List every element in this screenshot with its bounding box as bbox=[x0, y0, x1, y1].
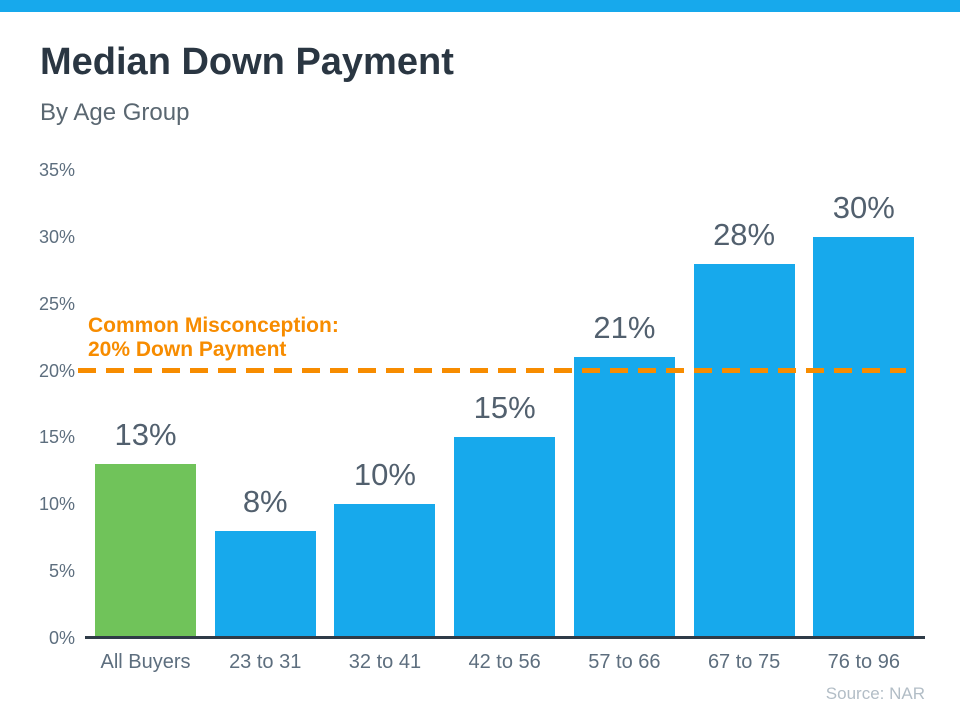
annotation-line-2: 20% Down Payment bbox=[88, 338, 287, 361]
bar-32-to-41 bbox=[334, 504, 436, 638]
reference-line-annotation: Common Misconception: 20% Down Payment bbox=[88, 314, 339, 362]
y-axis-tick-label: 5% bbox=[48, 561, 75, 582]
y-axis-tick-label: 10% bbox=[38, 494, 75, 515]
top-accent-bar bbox=[0, 0, 960, 12]
x-axis-category-label: 67 to 75 bbox=[707, 651, 781, 673]
bar-76-to-96 bbox=[813, 236, 915, 638]
bar-value-label: 21% bbox=[593, 310, 656, 346]
y-axis-tick-label: 15% bbox=[38, 427, 75, 448]
y-axis-tick-label: 0% bbox=[48, 628, 75, 648]
x-axis-category-label: 23 to 31 bbox=[229, 651, 302, 673]
bar-value-label: 10% bbox=[353, 457, 416, 493]
page-title: Median Down Payment bbox=[40, 41, 454, 83]
x-axis-category-label: All Buyers bbox=[100, 651, 191, 673]
y-axis-tick-label: 25% bbox=[38, 293, 75, 314]
bar-value-label: 13% bbox=[114, 417, 177, 453]
bar-value-label: 15% bbox=[473, 390, 536, 426]
bar-23-to-31 bbox=[214, 531, 316, 638]
bar-all-buyers bbox=[95, 464, 196, 638]
page-subtitle: By Age Group bbox=[40, 99, 190, 126]
bar-67-to-75 bbox=[693, 263, 795, 638]
y-axis-tick-label: 35% bbox=[38, 160, 75, 180]
reference-dashed-line bbox=[78, 368, 906, 374]
x-axis-category-label: 42 to 56 bbox=[468, 651, 541, 673]
bar-57-to-66 bbox=[573, 357, 675, 638]
bar-42-to-56 bbox=[454, 437, 556, 638]
y-axis-tick-label: 30% bbox=[38, 226, 75, 247]
x-axis-line bbox=[85, 636, 925, 639]
x-axis-category-label: 32 to 41 bbox=[348, 651, 422, 673]
source-credit: Source: NAR bbox=[825, 684, 925, 703]
x-axis-category-label: 76 to 96 bbox=[827, 651, 900, 673]
bar-value-label: 8% bbox=[242, 484, 288, 520]
x-axis-category-label: 57 to 66 bbox=[588, 651, 661, 673]
y-axis-tick-label: 20% bbox=[38, 360, 75, 381]
bar-value-label: 28% bbox=[713, 216, 776, 252]
bar-value-label: 30% bbox=[832, 189, 895, 225]
annotation-line-1: Common Misconception: bbox=[88, 314, 339, 337]
